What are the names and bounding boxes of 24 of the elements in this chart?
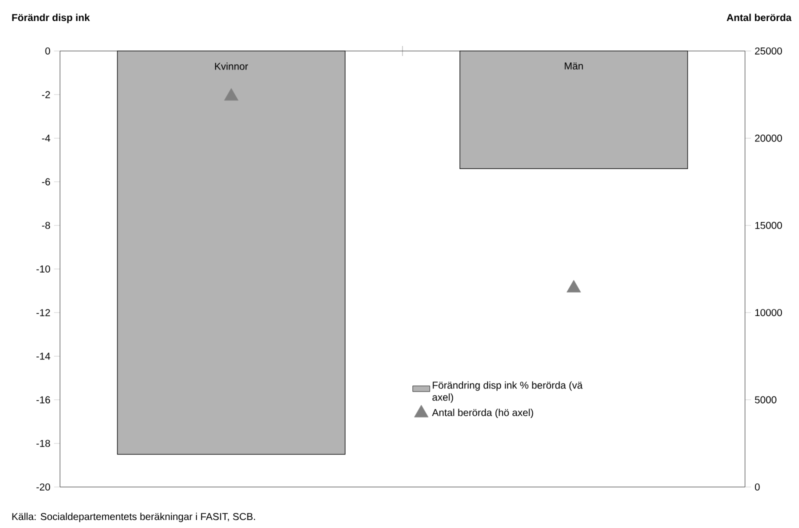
y-tick-label: -16 [36,396,50,404]
y-tick-label: -4 [42,134,50,142]
y2-tick-label: 15000 [755,222,782,229]
y-tick-label: -8 [42,222,50,229]
y-tick-label: -18 [36,440,50,447]
legend-label: Förändring disp ink % berörda (vä axel) [432,381,583,403]
y-tick-label: -12 [36,309,50,316]
y2-tick-label: 25000 [755,47,782,55]
y2-axis-title: Antal berörda [726,14,792,22]
y-tick-label: -14 [36,352,50,360]
y-tick-label: -20 [36,483,50,491]
y2-tick-label: 20000 [755,134,782,142]
y-tick-label: 0 [45,47,50,55]
y-tick-label: -10 [36,265,50,273]
x-tick-label: Kvinnor [215,62,248,70]
y-tick-label: -6 [42,178,50,186]
y2-tick-label: 0 [754,483,760,491]
y-axis-title: Förändr disp ink [12,14,90,24]
x-tick-label: Män [564,62,583,70]
legend-label: Antal berörda (hö axel) [432,408,534,418]
y-tick-label: -2 [42,91,50,98]
y2-tick-label: 5000 [754,396,776,404]
text: Källa: Socialdepartementets beräkningar i FASIT, SCB. [12,512,255,522]
y2-tick-label: 10000 [755,309,782,316]
